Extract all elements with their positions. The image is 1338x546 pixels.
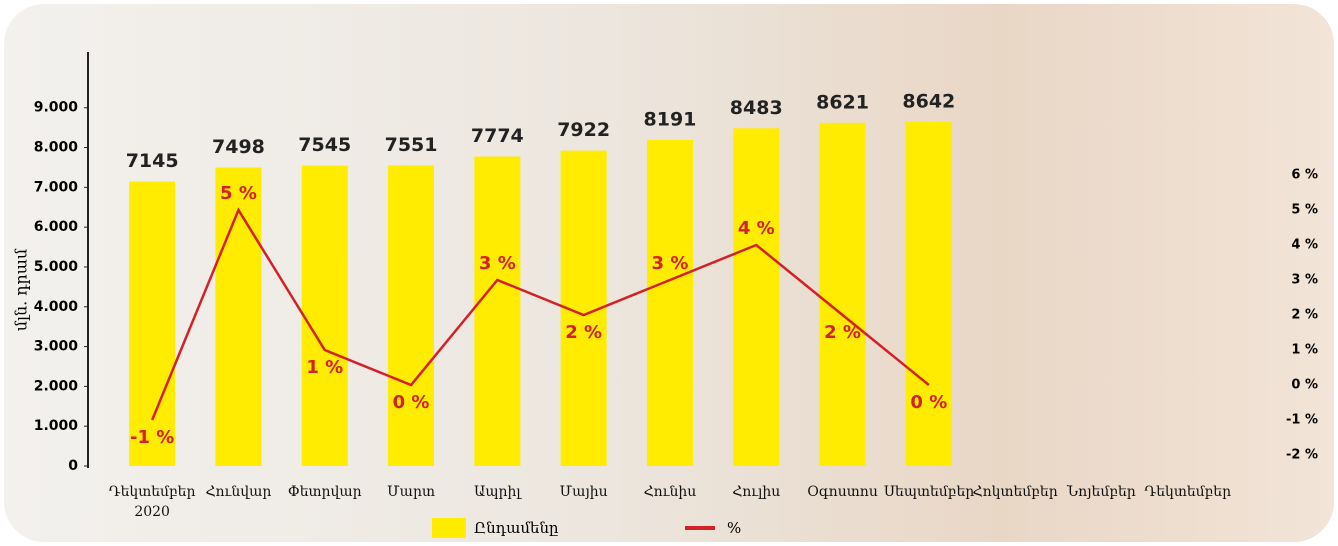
y2-tick-label: -1 % xyxy=(1286,413,1318,428)
y-tick-label: 9.000 xyxy=(34,100,79,116)
y2-tick-label: 2 % xyxy=(1291,308,1318,323)
x-tick-label: Հունիս xyxy=(643,484,697,500)
x-tick-label: Օգոստոս xyxy=(807,484,878,500)
y-tick-label: 3.000 xyxy=(34,339,79,355)
y2-tick-label: 1 % xyxy=(1291,343,1318,358)
bar-value-label: 8483 xyxy=(730,97,783,119)
line-value-label: 5 % xyxy=(220,183,257,204)
x-tick-label: Դեկտեմբեր xyxy=(1144,484,1232,500)
bar-value-label: 8621 xyxy=(816,91,869,113)
legend-label: % xyxy=(727,519,741,537)
y2-tick-label: -2 % xyxy=(1286,448,1318,463)
x-tick-label: Սեպտեմբեր xyxy=(883,484,975,500)
bar-value-label: 7551 xyxy=(385,134,438,156)
line-value-label: 3 % xyxy=(479,253,516,274)
bar xyxy=(474,156,521,466)
legend: Ընդամենը% xyxy=(432,518,741,538)
bar xyxy=(905,121,952,466)
y-tick-label: 0 xyxy=(68,458,78,474)
y-axis-label: մլն. դրամ xyxy=(12,248,31,331)
y-tick-label: 5.000 xyxy=(34,259,79,275)
x-tick-label: Հունվար xyxy=(205,484,272,500)
bar-value-label: 7922 xyxy=(557,119,610,141)
bar-value-label: 8191 xyxy=(644,108,697,130)
bar xyxy=(129,181,176,466)
x-tick-label: Ապրիլ xyxy=(474,484,521,500)
y-tick-label: 7.000 xyxy=(34,179,79,195)
x-tick-label: Դեկտեմբեր 2020 xyxy=(108,484,196,520)
bar xyxy=(819,122,866,467)
x-tick-label: Փետրվար xyxy=(287,484,362,500)
y2-tick-label: 0 % xyxy=(1291,378,1318,393)
line-value-label: 4 % xyxy=(738,218,775,239)
bar xyxy=(301,165,348,467)
x-tick-label: Նոյեմբեր xyxy=(1067,484,1136,500)
x-tick-label: Հուլիս xyxy=(732,484,781,500)
x-tick-label: Հոկտեմբեր xyxy=(972,484,1058,500)
bar-value-label: 7545 xyxy=(298,134,351,156)
y-tick-label: 4.000 xyxy=(34,299,79,315)
line xyxy=(150,207,930,421)
line-value-label: -1 % xyxy=(130,427,174,448)
line-value-label: 2 % xyxy=(824,322,861,343)
bar-value-label: 7145 xyxy=(126,150,179,172)
y-tick-label: 1.000 xyxy=(34,418,79,434)
y-tick-label: 8.000 xyxy=(34,140,79,156)
x-tick-label: Մարտ xyxy=(387,484,435,500)
line-value-label: 0 % xyxy=(910,392,947,413)
bar xyxy=(388,165,435,466)
bar xyxy=(646,139,693,467)
line-value-label: 3 % xyxy=(652,253,689,274)
y2-tick-label: 6 % xyxy=(1291,168,1318,183)
line-value-label: 2 % xyxy=(565,322,602,343)
legend-swatch xyxy=(432,518,466,538)
y2-tick-label: 5 % xyxy=(1291,203,1318,218)
bar xyxy=(733,128,780,466)
line-value-label: 1 % xyxy=(306,357,343,378)
y2-tick-label: 4 % xyxy=(1291,238,1318,253)
x-tick-label: Մայիս xyxy=(559,484,608,500)
y2-tick-label: 3 % xyxy=(1291,273,1318,288)
y-tick-label: 2.000 xyxy=(34,378,79,394)
bar-value-label: 7774 xyxy=(471,125,524,147)
legend-label: Ընդամենը xyxy=(474,519,559,537)
bar-value-label: 8642 xyxy=(902,90,955,112)
bar xyxy=(215,167,262,467)
y-tick-label: 6.000 xyxy=(34,219,79,235)
line-value-label: 0 % xyxy=(393,392,430,413)
bar-value-label: 7498 xyxy=(212,136,265,158)
